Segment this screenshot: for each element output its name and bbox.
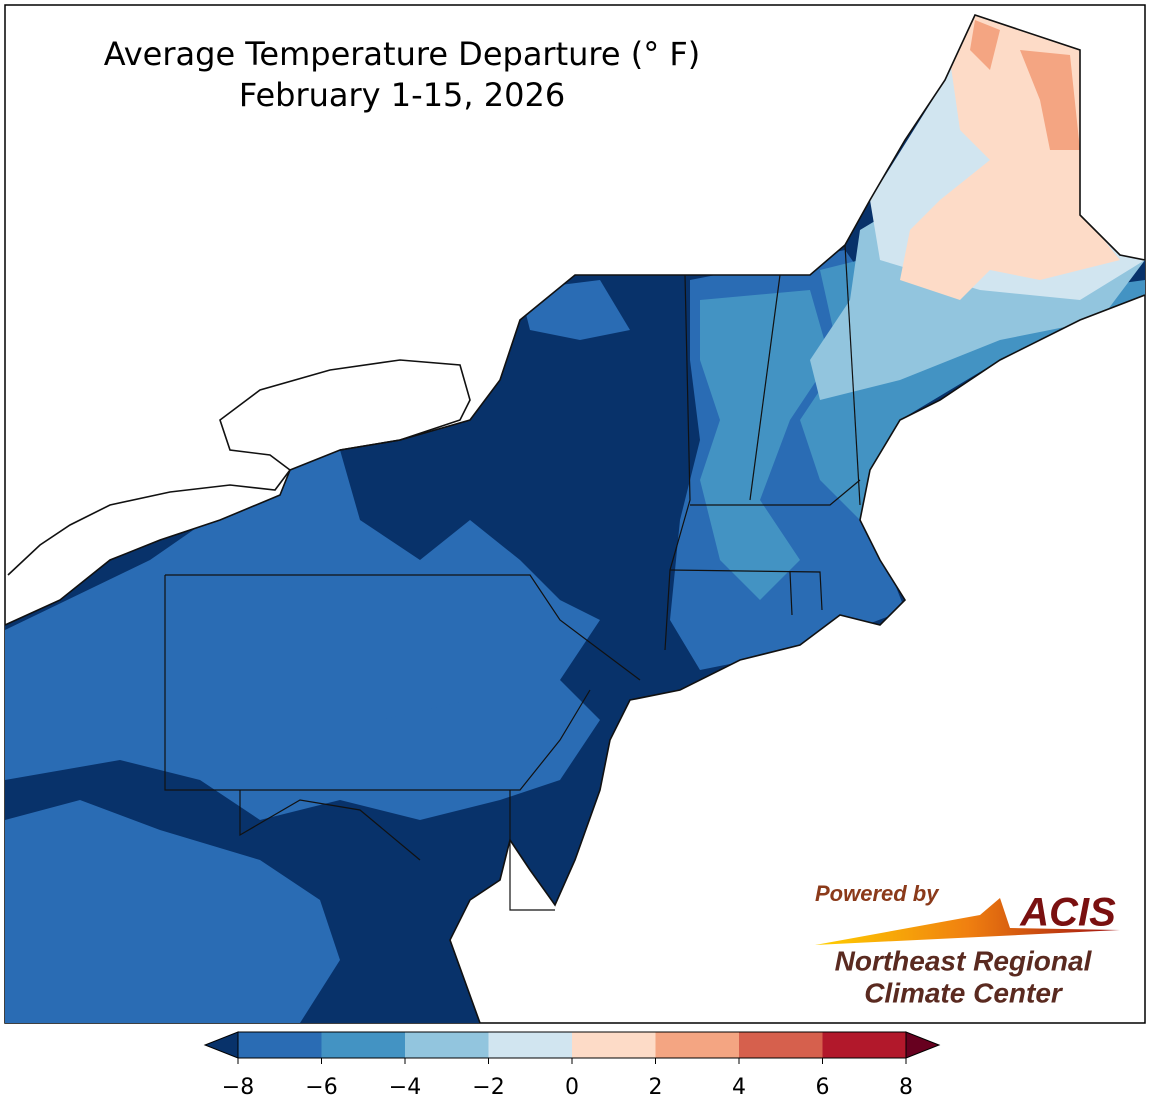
colorbar-bin (405, 1032, 489, 1058)
colorbar-bin (572, 1032, 656, 1058)
colorbar-tick-label: −6 (305, 1075, 337, 1100)
colorbar-tick-label: −8 (222, 1075, 254, 1100)
colorbar-bin (739, 1032, 823, 1058)
logo-swoosh (815, 898, 1120, 945)
colorbar-tick-label: −2 (472, 1075, 504, 1100)
map-title: Average Temperature Departure (° F) (104, 35, 701, 73)
colorbar-tick-label: 2 (649, 1075, 663, 1100)
colorbar-bin (822, 1032, 906, 1058)
logo: Powered by ACIS Northeast Regional Clima… (815, 881, 1120, 1008)
logo-org-line1: Northeast Regional (835, 945, 1093, 976)
colorbar-tick-label: −4 (389, 1075, 421, 1100)
logo-acis: ACIS (1019, 891, 1116, 935)
colorbar-bin (238, 1032, 322, 1058)
region (970, 20, 1000, 70)
colorbar-under (203, 1031, 239, 1059)
logo-powered-by: Powered by (815, 881, 940, 906)
map-subtitle: February 1-15, 2026 (239, 76, 565, 114)
lake-shore (7, 359, 471, 576)
state-borders (164, 244, 861, 911)
colorbar-tick-label: 6 (816, 1075, 830, 1100)
colorbar: −8 −6 −4 −2 0 2 4 6 8 (203, 1031, 941, 1100)
colorbar-tick-label: 4 (732, 1075, 746, 1100)
logo-org-line2: Climate Center (864, 977, 1064, 1008)
region (700, 290, 830, 600)
colorbar-tick-label: 8 (899, 1075, 913, 1100)
colorbar-bin (321, 1032, 405, 1058)
colorbar-bin (655, 1032, 739, 1058)
region (200, 560, 500, 720)
colorbar-over (905, 1031, 941, 1059)
colorbar-bin (488, 1032, 572, 1058)
region (1020, 50, 1080, 150)
region (5, 800, 340, 1023)
colorbar-tick-label: 0 (565, 1075, 579, 1100)
